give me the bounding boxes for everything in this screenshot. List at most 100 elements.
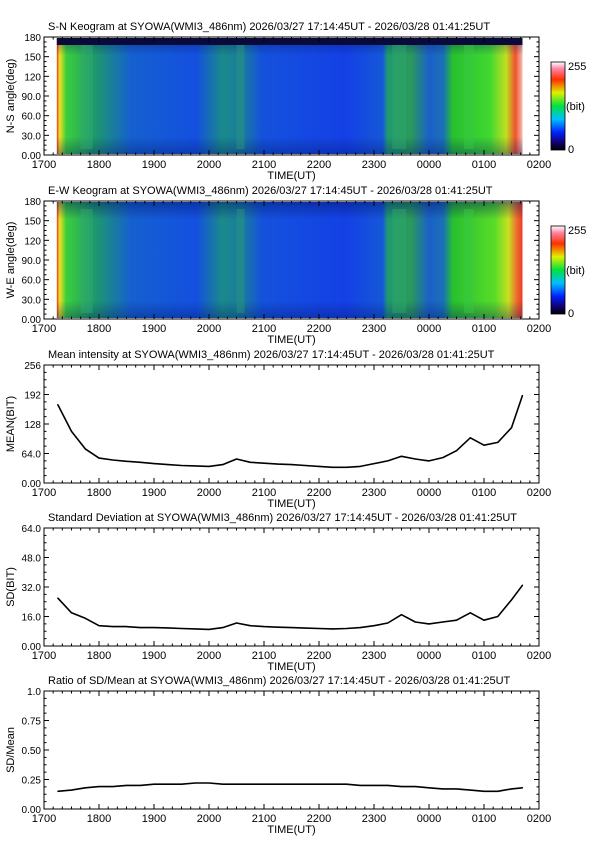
x-tick-label: 2000 [197, 650, 221, 662]
data-point [428, 787, 430, 789]
data-point [180, 464, 183, 467]
x-tick-label: 0200 [527, 813, 551, 825]
data-point [345, 783, 348, 785]
chart-title: E-W Keogram at SYOWA(WMI3_486nm) 2026/03… [48, 185, 493, 197]
data-point [167, 463, 169, 466]
series-line [57, 395, 524, 469]
data-point [112, 785, 114, 788]
x-tick-label: 2000 [197, 487, 221, 499]
y-tick-label: 180 [24, 197, 41, 208]
data-point [57, 404, 59, 406]
data-point [84, 617, 86, 619]
y-tick-label: 120 [24, 236, 41, 247]
x-tick-label: 1800 [87, 813, 111, 825]
x-tick-label: 0200 [527, 323, 551, 335]
keogram-shading [56, 38, 523, 154]
data-point [510, 427, 513, 429]
x-tick-label: 0100 [472, 650, 496, 662]
x-tick-label: 0000 [417, 487, 441, 499]
data-point [359, 465, 361, 468]
x-tick-label: 2100 [252, 323, 276, 335]
data-point [208, 628, 210, 631]
data-point [277, 463, 279, 465]
y-tick-label: 180 [24, 33, 41, 44]
data-point [222, 626, 224, 629]
x-tick-label: 2300 [362, 487, 386, 499]
x-tick-label: 2100 [252, 159, 276, 171]
data-point [455, 619, 458, 621]
data-point [400, 614, 403, 616]
chart-title: Standard Deviation at SYOWA(WMI3_486nm) … [48, 512, 517, 524]
data-point [345, 627, 348, 630]
x-tick-label: 1800 [87, 650, 111, 662]
data-point [400, 785, 403, 788]
x-tick-label: 1800 [87, 323, 111, 335]
data-point [414, 458, 416, 460]
x-tick-label: 2200 [307, 487, 331, 499]
data-point [332, 783, 334, 785]
data-point [263, 462, 265, 464]
y-tick-label: 30.0 [22, 295, 42, 306]
x-tick-label: 2100 [252, 813, 276, 825]
keogram-shading [56, 202, 523, 318]
data-point [125, 626, 128, 628]
chart-panel-5: Ratio of SD/Mean at SYOWA(WMI3_486nm) 20… [5, 675, 551, 836]
x-tick-label: 0200 [527, 650, 551, 662]
y-tick-label: 64.0 [22, 450, 42, 461]
data-point [497, 790, 499, 792]
data-point [469, 437, 471, 439]
data-point [98, 785, 100, 788]
y-tick-label: 0.25 [22, 776, 42, 787]
x-axis-label: TIME(UT) [267, 661, 315, 673]
data-point [304, 627, 306, 629]
data-point [249, 461, 251, 463]
data-point [290, 783, 293, 785]
data-point [373, 784, 375, 787]
x-tick-label: 0000 [417, 650, 441, 662]
data-point [263, 783, 265, 785]
data-point [153, 783, 155, 785]
x-axis-label: TIME(UT) [267, 334, 315, 346]
x-tick-label: 0200 [527, 159, 551, 171]
x-tick-label: 2200 [307, 650, 331, 662]
data-point [139, 461, 141, 463]
x-tick-label: 1900 [142, 487, 166, 499]
x-tick-label: 0000 [417, 813, 441, 825]
data-point [387, 460, 389, 462]
x-axis-label: TIME(UT) [267, 498, 315, 510]
data-point [359, 626, 361, 629]
data-point [167, 783, 169, 785]
y-tick-label: 48.0 [22, 554, 42, 565]
data-point [373, 625, 375, 627]
keogram-streak [463, 209, 474, 313]
data-point [57, 790, 59, 792]
data-point [387, 622, 389, 624]
x-tick-label: 2300 [362, 813, 386, 825]
data-point [469, 612, 471, 614]
keogram-streak [392, 45, 407, 149]
data-point [167, 627, 169, 629]
y-axis-label: MEAN(BIT) [5, 396, 17, 452]
x-tick-label: 2100 [252, 487, 276, 499]
y-tick-label: 0.00 [22, 315, 42, 326]
y-tick-label: 192 [24, 391, 41, 402]
y-tick-label: 128 [24, 420, 41, 431]
data-point [455, 788, 458, 790]
y-tick-label: 0.00 [22, 805, 42, 816]
data-point [359, 784, 361, 787]
x-tick-label: 1900 [142, 650, 166, 662]
y-tick-label: 256 [24, 361, 41, 372]
colorbar-max-label: 255 [568, 225, 586, 237]
data-point [139, 626, 141, 629]
y-tick-label: 90.0 [22, 92, 42, 103]
x-tick-label: 2200 [307, 813, 331, 825]
data-point [304, 464, 306, 467]
x-tick-label: 1900 [142, 159, 166, 171]
y-tick-label: 90.0 [22, 256, 42, 267]
y-tick-label: 0.75 [22, 717, 42, 728]
data-point [521, 394, 524, 397]
data-point [510, 599, 513, 601]
y-tick-label: 1.0 [27, 687, 41, 698]
keogram-streak [236, 45, 245, 149]
x-tick-label: 1700 [32, 487, 56, 499]
